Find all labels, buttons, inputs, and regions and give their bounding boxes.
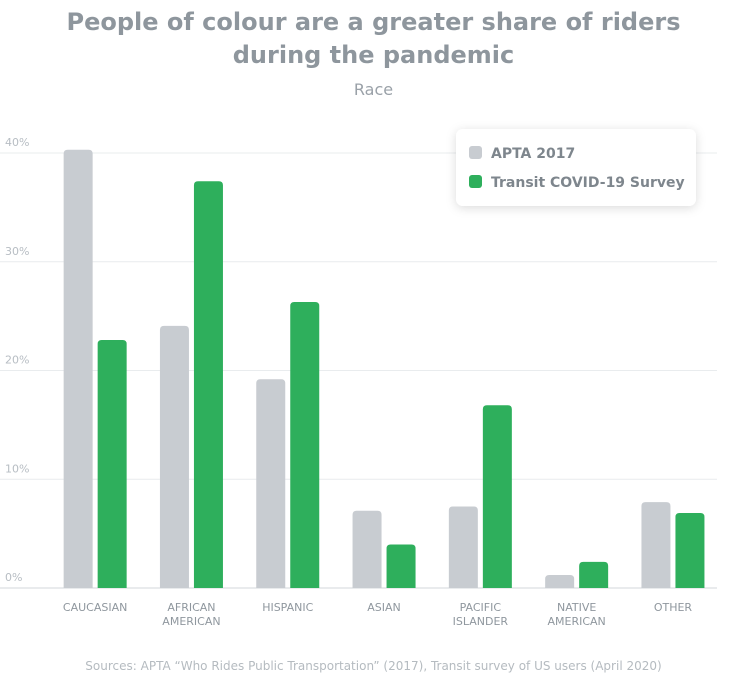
source-note: Sources: APTA “Who Rides Public Transpor… (85, 659, 662, 673)
category-label-line: OTHER (654, 601, 693, 614)
category-label-6: OTHER (654, 601, 693, 614)
category-label-2: HISPANIC (262, 601, 313, 614)
legend-box (456, 129, 696, 206)
bar-apta-2017-2 (256, 379, 286, 588)
category-label-3: ASIAN (367, 601, 401, 614)
bar-covid-survey-1 (193, 181, 223, 588)
category-label-line: HISPANIC (262, 601, 313, 614)
y-tick-label-3: 30% (5, 245, 29, 258)
bar-covid-survey-2 (290, 301, 320, 588)
bar-chart: 0%10%20%30%40%CAUCASIAN AFRICAN AMERICANHI… (0, 129, 717, 628)
category-label-4: PACIFIC ISLANDER (453, 601, 509, 628)
chart-title-line-1: People of colour are a greater share of … (66, 8, 681, 36)
legend-swatch-1 (469, 175, 482, 188)
category-label-1: AFRICAN AMERICAN (162, 601, 220, 628)
bar-covid-survey-4 (482, 405, 512, 588)
y-tick-label-4: 40% (5, 136, 29, 149)
bar-apta-2017-6 (641, 502, 671, 588)
legend-label-1: Transit COVID-19 Survey (491, 175, 685, 191)
chart-title-line-2: during the pandemic (232, 41, 515, 69)
category-label-line: CAUCASIAN (63, 601, 127, 614)
bar-covid-survey-0 (97, 340, 127, 588)
category-label-line: PACIFIC (460, 601, 502, 614)
y-tick-label-0: 0% (5, 571, 22, 584)
bar-apta-2017-1 (159, 325, 189, 588)
chart-subtitle: Race (353, 80, 394, 99)
y-tick-label-2: 20% (5, 354, 29, 367)
category-label-line: AFRICAN (167, 601, 215, 614)
chart-title: People of colour are a greater share of … (0, 6, 747, 72)
bar-covid-survey-6 (675, 512, 705, 588)
bar-covid-survey-5 (579, 561, 609, 588)
bar-apta-2017-0 (63, 149, 93, 589)
category-label-line: ASIAN (367, 601, 401, 614)
bar-apta-2017-3 (352, 510, 382, 588)
bar-apta-2017-5 (545, 574, 575, 588)
legend-swatch-0 (469, 146, 482, 159)
bar-apta-2017-4 (448, 506, 478, 588)
category-label-line: ISLANDER (453, 615, 509, 628)
category-label-line: AMERICAN (548, 615, 606, 628)
category-label-0: CAUCASIAN (63, 601, 127, 614)
legend-label-0: APTA 2017 (491, 146, 575, 162)
category-label-line: AMERICAN (162, 615, 220, 628)
bar-covid-survey-3 (386, 544, 416, 588)
category-label-line: NATIVE (557, 601, 596, 614)
category-label-5: NATIVE AMERICAN (548, 601, 606, 628)
y-tick-label-1: 10% (5, 462, 29, 475)
